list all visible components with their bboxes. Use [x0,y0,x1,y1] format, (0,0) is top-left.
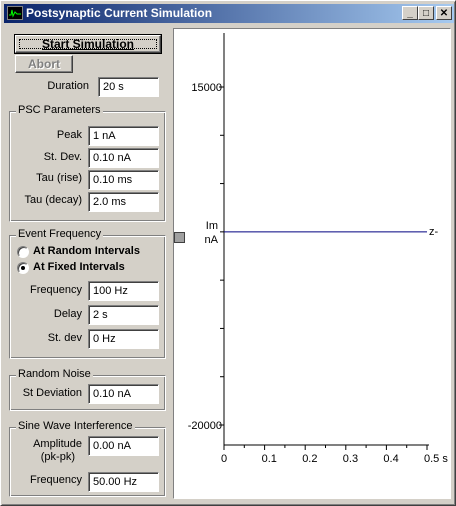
x-tick-label: 0.2 [302,453,317,465]
sine-frequency-input[interactable] [88,472,159,492]
noise-stdev-label: St Deviation [22,387,82,399]
random-noise-group: Random Noise [9,368,166,411]
event-frequency-label: Frequency [30,284,82,296]
tau-decay-input[interactable] [88,192,159,212]
amplitude-input[interactable] [88,436,159,456]
abort-button[interactable]: Abort [15,55,73,73]
app-scope-icon [7,6,23,20]
random-intervals-radio[interactable] [17,246,29,258]
random-noise-title: Random Noise [16,368,93,380]
random-intervals-label: At Random Intervals [33,245,140,257]
duration-label: Duration [47,80,89,92]
y-axis-label-top: Im [206,220,218,232]
tau-rise-label: Tau (rise) [36,172,82,184]
peak-label: Peak [56,129,82,141]
y-zoom-handle[interactable] [174,232,185,243]
start-simulation-label: Start Simulation [41,37,134,51]
window-title: Postsynaptic Current Simulation [26,6,213,20]
minimize-icon[interactable]: _ [402,6,418,20]
delay-input[interactable] [88,305,159,325]
peak-input[interactable] [88,126,159,146]
x-tick-label: 0.4 [383,453,398,465]
close-icon[interactable]: ✕ [436,6,452,20]
y-tick-label: 15000 [191,82,222,94]
event-stdev-label: St. dev [47,332,82,344]
duration-input[interactable] [98,77,159,97]
amplitude-label: Amplitude [33,438,82,450]
psc-parameters-group: PSC Parameters [9,104,166,222]
maximize-icon[interactable]: □ [418,6,434,20]
sine-wave-group: Sine Wave Interference [9,420,166,497]
event-frequency-group: Event Frequency [9,228,166,359]
x-tick-label: 0.1 [262,453,277,465]
y-tick-label: -20000 [188,420,222,432]
fixed-intervals-radio[interactable] [17,262,29,274]
tau-rise-input[interactable] [88,170,159,190]
x-tick-label: 0.3 [343,453,358,465]
start-simulation-button[interactable]: Start Simulation [14,34,162,54]
trace-marker: z- [429,226,439,238]
x-tick-label: 0 [221,453,227,465]
sine-frequency-label: Frequency [30,474,82,486]
amplitude-sub-label: (pk-pk) [40,451,75,463]
chart-svg: Im nA 15000 -20000 0 0.1 0.2 0.3 0.4 0.5 s z- [188,33,448,465]
event-frequency-input[interactable] [88,281,159,301]
psc-stdev-input[interactable] [88,148,159,168]
x-tick-label: 0.5 s [424,453,448,465]
y-axis-label-bottom: nA [205,234,219,246]
plot-area[interactable]: Im nA 15000 -20000 0 0.1 0.2 0.3 0.4 0.5 s z- [173,28,451,499]
event-stdev-input[interactable] [88,329,159,349]
psc-stdev-label: St. Dev. [43,151,82,163]
delay-label: Delay [53,308,82,320]
sine-wave-title: Sine Wave Interference [16,420,135,432]
noise-stdev-input[interactable] [88,384,159,404]
fixed-intervals-label: At Fixed Intervals [33,261,125,273]
tau-decay-label: Tau (decay) [24,194,82,206]
title-bar[interactable]: Postsynaptic Current Simulation _ □ ✕ [4,4,454,23]
psc-parameters-title: PSC Parameters [16,104,103,116]
event-frequency-title: Event Frequency [16,228,104,240]
